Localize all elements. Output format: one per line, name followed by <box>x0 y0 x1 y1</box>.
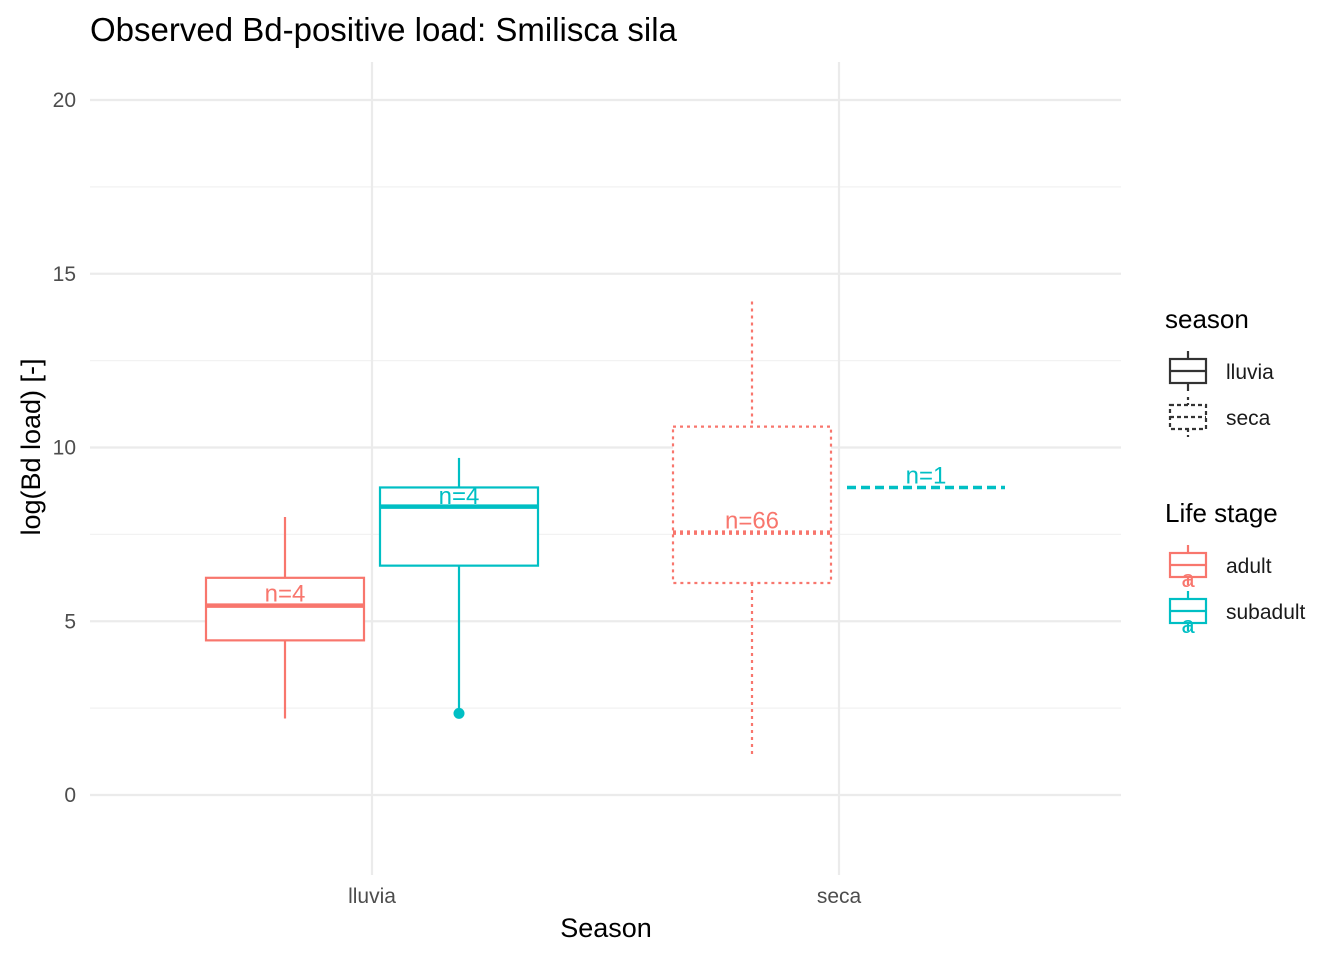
y-tick-label: 10 <box>53 437 76 460</box>
y-tick-label: 15 <box>53 263 76 286</box>
n-label: n=4 <box>439 483 480 510</box>
legend: season lluvia seca Life stage a adult a subadul… <box>1165 304 1306 639</box>
legend-label-subadult: subadult <box>1226 601 1306 624</box>
chart-title: Observed Bd-positive load: Smilisca sila <box>90 11 678 48</box>
n-labels-layer: n=4 n=66 n=4 n=1 <box>265 462 947 607</box>
box-adult-lluvia <box>204 517 366 719</box>
legend-text-glyph: a <box>1181 566 1195 593</box>
box-subadult-lluvia <box>378 457 540 719</box>
legend-key-adult: a <box>1168 545 1208 593</box>
x-axis-ticks: lluvia seca <box>348 885 861 908</box>
legend-title-season: season <box>1165 304 1249 334</box>
y-axis-ticks: 0 5 10 15 20 <box>53 89 76 807</box>
legend-label-adult: adult <box>1226 555 1272 578</box>
outlier-point <box>453 707 465 719</box>
x-tick-label: seca <box>817 885 862 908</box>
y-tick-label: 0 <box>64 784 76 807</box>
legend-label-seca: seca <box>1226 407 1271 430</box>
y-tick-label: 5 <box>64 610 76 633</box>
legend-key-seca <box>1168 397 1208 437</box>
box-adult-seca <box>671 301 833 756</box>
boxes-layer <box>204 301 1005 756</box>
legend-text-glyph: a <box>1181 612 1195 639</box>
x-tick-label: lluvia <box>348 885 396 908</box>
box-rect <box>204 576 366 642</box>
legend-key-subadult: a <box>1168 591 1208 639</box>
y-axis-title: log(Bd load) [-] <box>16 358 46 535</box>
box-rect <box>378 486 540 567</box>
y-tick-label: 20 <box>53 89 76 112</box>
grid <box>90 62 1121 875</box>
legend-title-life-stage: Life stage <box>1165 498 1278 528</box>
n-label: n=1 <box>906 462 947 489</box>
n-label: n=66 <box>725 507 779 534</box>
n-label: n=4 <box>265 580 306 607</box>
legend-key-lluvia <box>1168 351 1208 391</box>
legend-label-lluvia: lluvia <box>1226 361 1274 384</box>
x-axis-title: Season <box>560 913 652 943</box>
box-rect <box>671 425 833 585</box>
